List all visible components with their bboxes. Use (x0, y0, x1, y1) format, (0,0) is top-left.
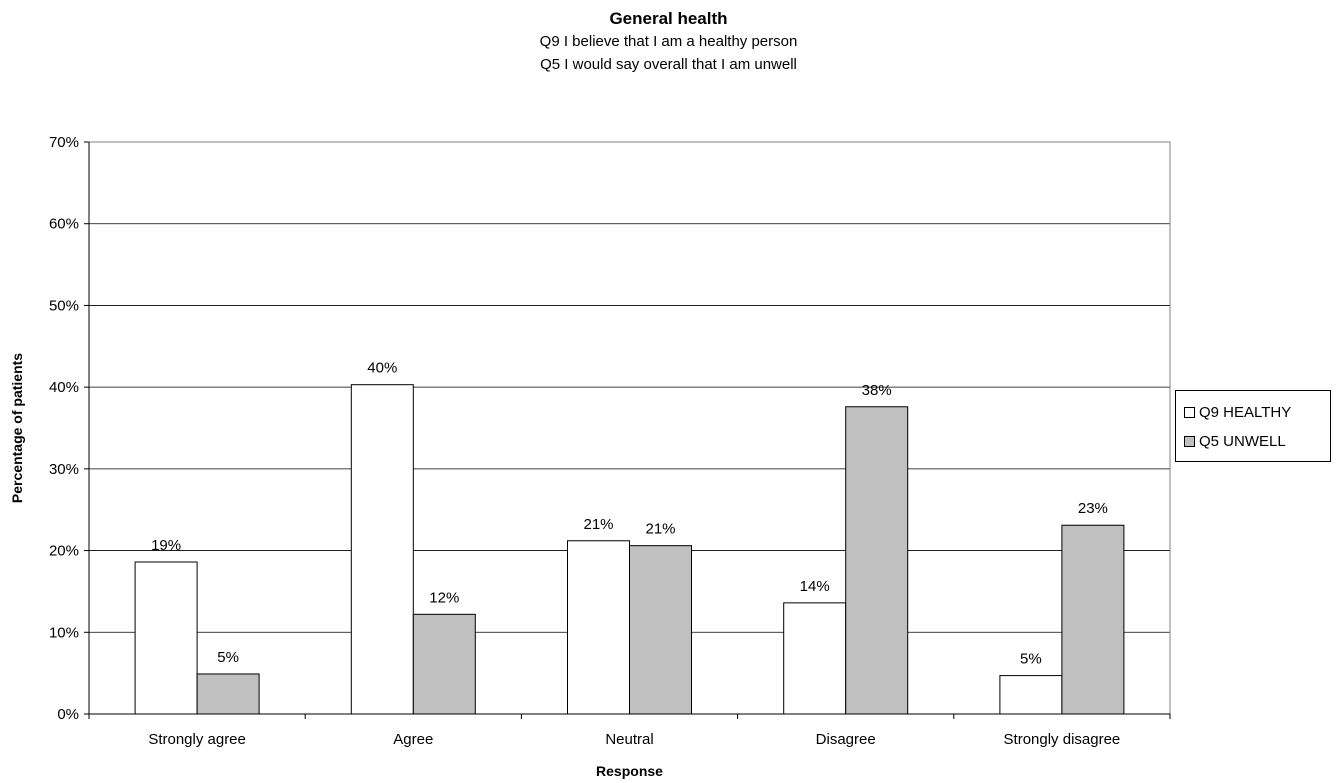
data-label: 38% (862, 382, 892, 399)
y-tick-label: 50% (49, 297, 79, 314)
data-label: 21% (583, 516, 613, 533)
y-tick-label: 10% (49, 624, 79, 641)
x-tick-label: Agree (393, 731, 433, 748)
data-label: 19% (151, 537, 181, 554)
bar-q9-healthy (134, 561, 198, 715)
y-tick-label: 30% (49, 461, 79, 478)
data-label: 12% (429, 589, 459, 606)
y-tick-label: 20% (49, 543, 79, 560)
y-tick-label: 40% (49, 379, 79, 396)
data-label: 40% (367, 360, 397, 377)
data-label: 23% (1078, 500, 1108, 517)
legend-label-q5: Q5 UNWELL (1199, 433, 1286, 450)
chart-title: General health (609, 9, 728, 28)
x-axis-title: Response (596, 763, 663, 779)
bar-q9-healthy (783, 602, 847, 715)
bar-q9-healthy (999, 675, 1063, 715)
y-tick-label: 60% (49, 216, 79, 233)
y-tick-label: 70% (49, 134, 79, 151)
data-label: 5% (217, 649, 239, 666)
bar-q5-unwell (196, 673, 260, 715)
y-axis-title: Percentage of patients (9, 353, 25, 503)
bar-q5-unwell (412, 613, 476, 715)
legend-swatch-q9 (1184, 407, 1195, 418)
y-tick-label: 0% (57, 706, 79, 723)
x-tick-label: Strongly disagree (1004, 731, 1121, 748)
chart-legend: Q9 HEALTHY Q5 UNWELL (1175, 390, 1331, 462)
chart-title-block: General health Q9 I believe that I am a … (0, 8, 1337, 76)
chart-subtitle-line-2: Q5 I would say overall that I am unwell (540, 56, 797, 73)
bar-q9-healthy (567, 540, 630, 715)
legend-swatch-q5 (1184, 436, 1195, 447)
bar-q5-unwell (1061, 524, 1125, 715)
bar-q5-unwell (629, 545, 692, 715)
chart-subtitle-line-1: Q9 I believe that I am a healthy person (539, 33, 798, 50)
x-tick-label: Disagree (816, 731, 876, 748)
bar-q9-healthy (350, 384, 414, 715)
legend-item-q9: Q9 HEALTHY (1184, 404, 1291, 421)
data-label: 5% (1020, 651, 1042, 668)
legend-label-q9: Q9 HEALTHY (1199, 404, 1292, 421)
x-tick-label: Neutral (605, 731, 653, 748)
data-label: 14% (800, 578, 830, 595)
bar-q5-unwell (845, 406, 909, 715)
legend-item-q5: Q5 UNWELL (1184, 433, 1286, 450)
x-tick-label: Strongly agree (148, 731, 246, 748)
data-label: 21% (645, 521, 675, 538)
